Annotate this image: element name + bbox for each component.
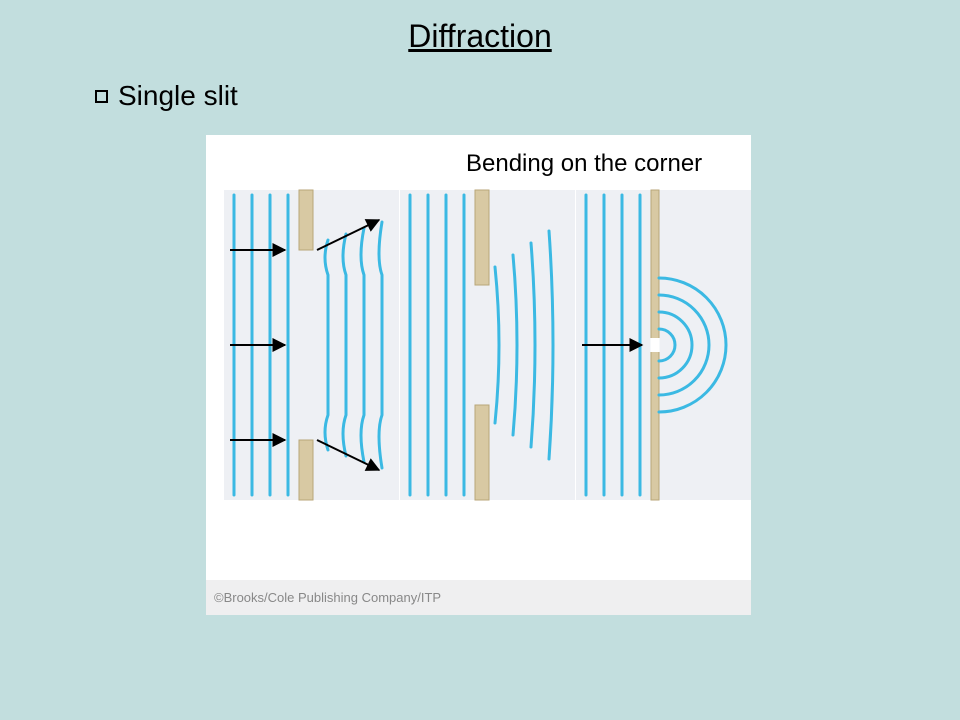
- bullet-marker: [95, 90, 108, 103]
- figure-box: [206, 135, 751, 615]
- bullet-row: Single slit: [95, 80, 238, 112]
- bullet-text: Single slit: [118, 80, 238, 112]
- figure-caption: Bending on the corner: [466, 150, 702, 178]
- credit-text: ©Brooks/Cole Publishing Company/ITP: [214, 590, 441, 605]
- page-title: Diffraction: [0, 18, 960, 55]
- slide: Diffraction Single slit Bending on the c…: [0, 0, 960, 720]
- diffraction-diagram: [206, 135, 751, 615]
